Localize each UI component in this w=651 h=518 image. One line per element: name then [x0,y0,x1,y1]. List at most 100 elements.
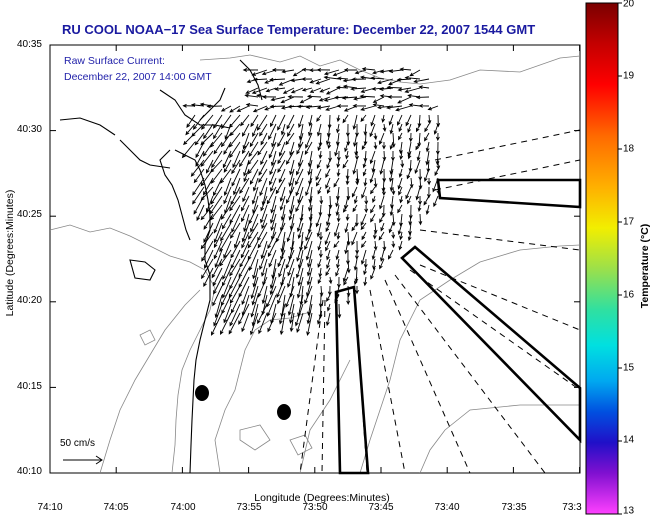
current-arrow [397,177,403,190]
current-arrow [213,231,223,249]
current-arrow [268,168,277,186]
current-arrow [258,159,268,176]
current-arrow [319,195,324,205]
current-arrow [315,168,322,181]
current-arrow [214,294,223,319]
current-arrow [285,132,295,146]
current-arrow [279,195,286,211]
current-arrow [427,177,431,186]
current-arrow [221,114,232,130]
current-arrow [259,123,268,137]
current-arrow [382,150,387,162]
current-arrow [258,168,268,183]
current-arrow [228,276,241,299]
current-arrow [259,177,268,197]
y-tick-label: 40:10 [16,466,42,477]
current-arrow [248,222,259,240]
current-arrow [369,168,376,184]
current-arrow [230,186,241,206]
current-arrow [279,312,286,336]
current-arrow [325,222,331,233]
current-arrow [418,177,423,190]
x-tick-label: 73:50 [302,502,328,513]
current-arrow [194,132,205,146]
current-arrow [407,195,412,205]
current-arrow [250,294,259,318]
current-arrow [305,240,313,261]
current-arrow [352,204,358,213]
current-arrow [372,231,377,240]
current-arrow [278,258,286,278]
current-arrow [252,267,259,288]
current-arrow [391,186,396,196]
current-arrow [352,103,367,108]
current-arrow [271,132,277,148]
current-arrow [345,213,350,222]
colorbar-tick-label: 19 [623,70,635,82]
current-arrow [415,95,430,100]
current-arrow [373,141,378,150]
current-arrow [316,159,322,169]
current-arrow [326,303,331,312]
current-arrow [278,78,295,86]
current-arrow [183,132,196,146]
current-arrow [222,267,232,287]
current-arrow [407,123,412,133]
current-arrow [336,123,340,134]
x-tick-label: 73:55 [236,502,262,513]
current-arrow [269,276,277,296]
current-arrow [418,213,423,226]
current-arrow [301,77,313,82]
colorbar-tick-label: 16 [623,289,635,301]
current-arrow [231,168,241,187]
current-arrow [380,222,385,232]
current-arrow [362,168,367,177]
current-arrow [212,267,223,287]
current-arrow [192,114,205,130]
current-arrow [297,132,304,149]
current-arrow [245,102,259,107]
current-arrow [418,85,430,90]
current-arrow [249,168,259,185]
current-arrow [266,294,277,317]
current-arrow [243,168,250,183]
current-arrow [306,94,322,99]
current-arrow [352,114,358,130]
current-arrow [294,303,304,327]
current-arrow [260,195,268,212]
current-arrow [223,240,232,259]
current-arrow [295,177,304,197]
current-arrow [418,195,422,206]
current-arrow [355,150,359,161]
current-arrow [257,141,268,156]
current-arrow [199,102,214,107]
current-arrow [201,258,214,280]
current-arrow [297,222,304,240]
current-arrow [203,213,214,230]
current-arrow [362,159,367,169]
current-arrow [425,141,430,153]
x-tick-label: 74:10 [37,502,63,513]
current-arrow [262,94,277,99]
current-arrow [247,231,259,249]
colorbar-title: Temperature (°C) [639,223,651,309]
colorbar-tick-label: 20 [623,0,635,10]
current-arrow [315,177,322,187]
current-arrow [260,150,268,166]
current-arrow [243,213,250,233]
current-arrow [360,222,367,231]
current-arrow [346,285,351,298]
current-arrow [269,104,286,109]
current-arrow [213,276,223,295]
current-arrow [333,240,340,249]
current-arrow [270,150,277,167]
current-arrow [241,195,250,212]
current-arrow [288,204,295,221]
current-arrow [292,69,304,77]
current-arrow [391,240,396,249]
current-arrow [399,195,404,204]
current-arrow [241,123,250,137]
current-arrow [242,68,259,72]
y-tick-label: 40:30 [16,124,42,135]
marker-dot [195,385,209,401]
